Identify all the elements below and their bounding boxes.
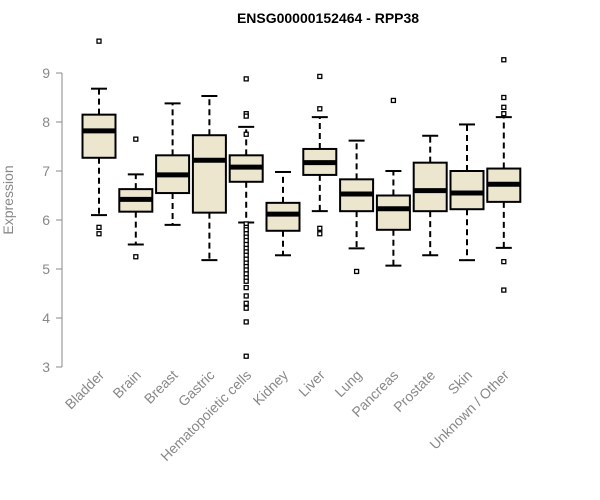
outlier-point xyxy=(501,94,507,101)
iqr-box xyxy=(375,194,411,231)
outlier-point xyxy=(96,224,102,231)
box-hematopoietic-cells xyxy=(228,76,264,359)
outlier-point xyxy=(390,97,397,104)
box-breast xyxy=(155,102,191,226)
box-skin xyxy=(449,123,485,262)
y-axis-label: Expression xyxy=(0,165,16,234)
outlier-point xyxy=(243,284,249,291)
y-tick-label: 9 xyxy=(42,65,50,81)
box-liver xyxy=(302,73,338,237)
x-tick-label: Skin xyxy=(445,367,476,398)
outlier-point xyxy=(243,353,249,359)
outlier-point xyxy=(317,231,323,237)
outlier-point xyxy=(353,268,360,275)
box-brain xyxy=(118,136,154,260)
outlier-point xyxy=(243,300,249,306)
y-tick-label: 3 xyxy=(42,359,50,375)
outlier-point xyxy=(501,258,507,265)
box-bladder xyxy=(81,38,117,237)
y-tick-label: 8 xyxy=(42,114,50,130)
outlier-point xyxy=(133,254,139,260)
box-pancreas xyxy=(375,97,411,267)
outlier-point xyxy=(243,293,249,299)
outlier-point xyxy=(243,305,249,311)
box-lung xyxy=(339,139,375,275)
outlier-point xyxy=(243,113,249,119)
outlier-point xyxy=(501,287,507,293)
box-unknown-other xyxy=(486,57,522,293)
outlier-point xyxy=(501,57,507,63)
box-series xyxy=(81,38,522,359)
iqr-box xyxy=(412,161,448,213)
iqr-box xyxy=(449,170,485,211)
x-tick-label: Bladder xyxy=(62,367,108,413)
outlier-point xyxy=(96,38,102,44)
y-tick-label: 5 xyxy=(42,261,50,277)
iqr-box xyxy=(265,201,301,232)
outlier-point xyxy=(243,278,249,284)
iqr-box xyxy=(191,134,227,214)
y-tick-label: 6 xyxy=(42,212,50,228)
x-tick-label: Breast xyxy=(141,367,181,407)
outlier-point xyxy=(243,76,249,82)
outlier-point xyxy=(501,111,507,117)
box-kidney xyxy=(265,170,301,257)
x-tick-label: Lung xyxy=(331,367,364,400)
outlier-point xyxy=(317,225,323,231)
outlier-point xyxy=(243,131,249,137)
x-tick-label: Kidney xyxy=(250,367,292,409)
x-tick-label: Prostate xyxy=(390,367,438,415)
box-prostate xyxy=(412,134,448,257)
outlier-point xyxy=(133,136,139,142)
outlier-point xyxy=(243,319,249,325)
x-tick-label: Liver xyxy=(295,367,328,400)
y-axis: 3 4 5 6 7 8 9 xyxy=(42,65,63,375)
outlier-point xyxy=(501,104,507,110)
outlier-point xyxy=(317,106,323,112)
box-gastric xyxy=(191,95,227,262)
chart-title: ENSG00000152464 - RPP38 xyxy=(237,10,419,26)
iqr-box xyxy=(81,113,117,159)
outlier-point xyxy=(96,231,102,237)
outlier-point xyxy=(317,73,323,80)
y-tick-label: 4 xyxy=(42,310,50,326)
y-tick-label: 7 xyxy=(42,163,50,179)
x-tick-label: Brain xyxy=(109,367,143,401)
